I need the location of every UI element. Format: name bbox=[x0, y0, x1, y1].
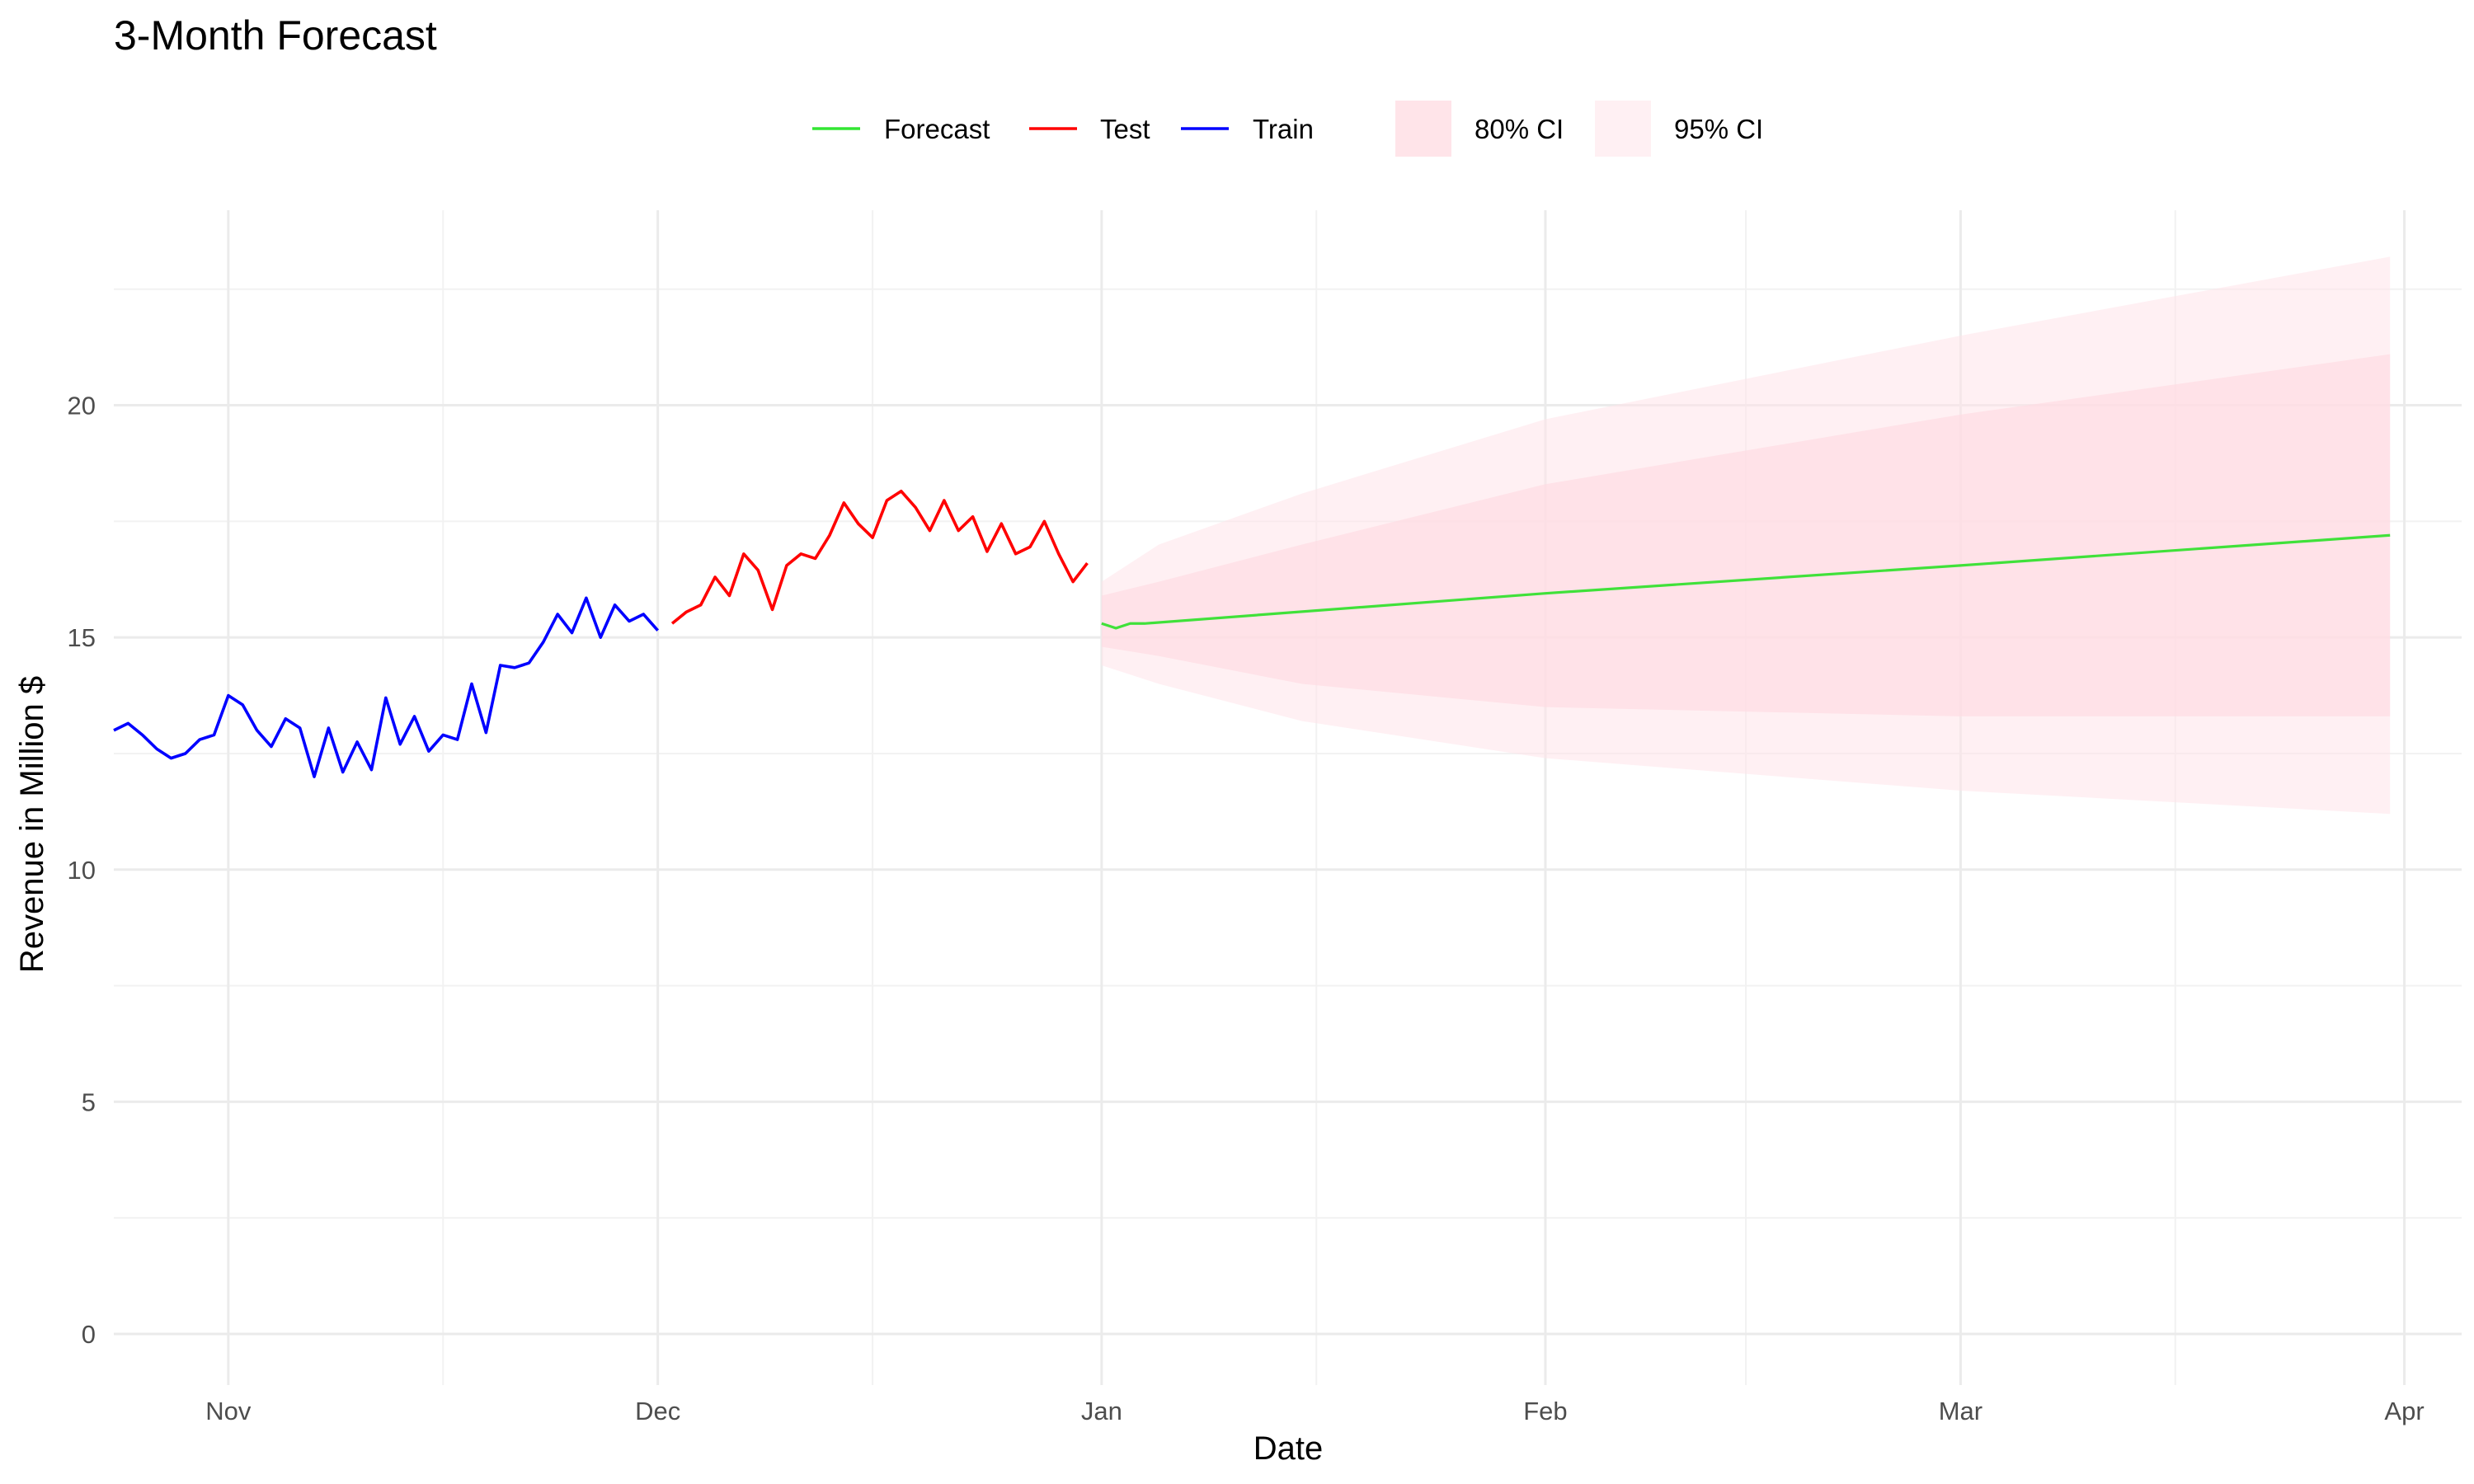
y-tick-label: 5 bbox=[82, 1087, 96, 1116]
x-tick-label: Nov bbox=[205, 1397, 252, 1425]
x-tick-label: Feb bbox=[1523, 1397, 1567, 1425]
legend-label-test: Test bbox=[1100, 114, 1150, 144]
y-axis-ticks: 0 5 10 15 20 bbox=[68, 392, 96, 1349]
y-tick-label: 10 bbox=[68, 856, 96, 885]
x-axis-ticks: Nov Dec Jan Feb Mar Apr bbox=[205, 1397, 2424, 1425]
x-tick-label: Mar bbox=[1939, 1397, 1982, 1425]
series-lines bbox=[113, 489, 2391, 778]
legend: Forecast Test Train 80% CI 95% CI bbox=[812, 101, 1763, 157]
band-80-ci bbox=[1101, 354, 2391, 716]
legend-label-80-ci: 80% CI bbox=[1475, 114, 1564, 144]
x-axis-title: Date bbox=[1253, 1430, 1324, 1467]
legend-label-95-ci: 95% CI bbox=[1674, 114, 1763, 144]
legend-label-forecast: Forecast bbox=[884, 114, 990, 144]
legend-key-95-ci bbox=[1595, 101, 1651, 157]
y-tick-label: 0 bbox=[82, 1320, 96, 1349]
y-axis-title: Revenue in Million $ bbox=[14, 676, 50, 973]
x-tick-label: Apr bbox=[2384, 1397, 2424, 1425]
confidence-bands bbox=[1101, 256, 2391, 815]
chart-title: 3-Month Forecast bbox=[114, 12, 437, 59]
series-line-train bbox=[113, 596, 660, 778]
x-tick-label: Jan bbox=[1081, 1397, 1122, 1425]
x-tick-label: Dec bbox=[635, 1397, 680, 1425]
y-tick-label: 15 bbox=[68, 623, 96, 652]
legend-key-80-ci bbox=[1395, 101, 1451, 157]
series-line-forecast bbox=[1101, 533, 2391, 630]
y-tick-label: 20 bbox=[68, 392, 96, 420]
series-line-test bbox=[670, 489, 1089, 625]
legend-label-train: Train bbox=[1253, 114, 1314, 144]
